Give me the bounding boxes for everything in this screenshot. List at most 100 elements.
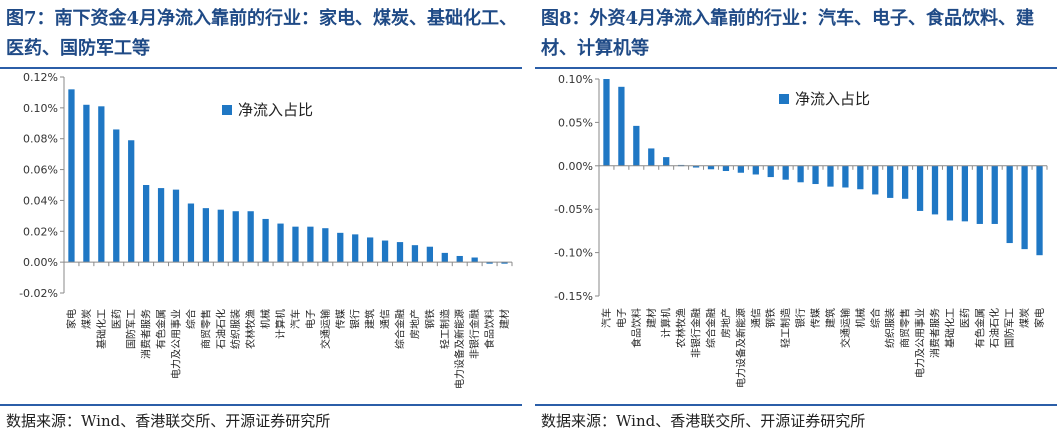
top-rule xyxy=(0,67,522,69)
y-tick-label: 0.10% xyxy=(23,102,58,115)
bottom-rule xyxy=(535,404,1057,406)
x-tick-label: 钢铁 xyxy=(764,308,777,328)
x-tick-label: 轻工制造 xyxy=(438,309,451,349)
x-tick-label: 农林牧渔 xyxy=(675,308,688,348)
bar xyxy=(68,89,75,263)
bottom-rule xyxy=(0,404,522,406)
x-tick-label: 家电 xyxy=(65,309,78,329)
x-tick-label: 食品饮料 xyxy=(630,308,643,348)
bar xyxy=(663,157,670,166)
x-tick-label: 交通运输 xyxy=(839,308,852,348)
bar xyxy=(262,218,269,263)
x-tick-label: 房地产 xyxy=(719,308,732,338)
bar xyxy=(767,165,774,178)
bar xyxy=(322,228,329,263)
bar xyxy=(292,226,299,263)
bar xyxy=(901,165,909,199)
legend-swatch xyxy=(779,94,789,104)
bar xyxy=(157,188,165,263)
foreign-capital-bar-chart: -0.15% -0.10% -0.05% 0.00% 0.05% 0.10% 汽车 电子 食品饮… xyxy=(554,73,1048,388)
x-tick-label: 汽车 xyxy=(600,308,613,328)
x-tick-label: 国防军工 xyxy=(1003,308,1016,348)
x-tick-label: 电力设备及新能源 xyxy=(453,309,466,389)
x-tick-label: 石油石化 xyxy=(214,309,227,349)
x-tick-label: 非银行金融 xyxy=(468,309,481,359)
x-tick-label: 交通运输 xyxy=(319,309,332,349)
bar xyxy=(961,165,969,222)
x-tick-label: 传媒 xyxy=(810,308,822,328)
bar xyxy=(471,257,478,263)
bar xyxy=(827,165,834,187)
x-tick-label: 消费者服务 xyxy=(929,308,942,358)
bar xyxy=(1006,165,1013,244)
y-tick-label: 0.00% xyxy=(558,160,593,173)
x-tick-label: 商贸零售 xyxy=(899,308,912,348)
x-tick-label: 商贸零售 xyxy=(199,309,212,349)
x-tick-label: 有色金属 xyxy=(973,308,986,348)
y-tick-label: 0.05% xyxy=(558,116,593,129)
y-tick-label: 0.06% xyxy=(23,164,58,177)
x-tick-label: 机械 xyxy=(854,308,867,328)
x-tick-label: 电力及公用事业 xyxy=(170,309,183,379)
right-panel: 图8：外资4月净流入靠前的行业：汽车、电子、食品饮料、建材、计算机等 -0.15… xyxy=(535,0,1057,437)
bar xyxy=(98,106,105,263)
bar xyxy=(426,246,434,263)
x-tick-label: 非银行金融 xyxy=(690,308,703,358)
y-tick-label: 0.08% xyxy=(23,133,58,146)
y-tick-label: -0.05% xyxy=(554,203,593,216)
x-tick-label: 建材 xyxy=(645,308,658,328)
x-tick-label: 电力及公用事业 xyxy=(914,308,927,378)
x-tick-label: 食品饮料 xyxy=(483,309,496,349)
x-tick-label: 房地产 xyxy=(408,309,421,339)
x-tick-label: 汽车 xyxy=(289,309,302,329)
y-tick-label: 0.04% xyxy=(23,194,58,207)
bar xyxy=(946,165,954,221)
bar xyxy=(692,165,700,168)
source-note: 数据来源：Wind、香港联交所、开源证券研究所 xyxy=(6,412,331,430)
bar xyxy=(411,245,419,263)
bar xyxy=(618,86,625,166)
bar xyxy=(722,165,730,172)
bar xyxy=(277,223,284,263)
x-tick-label: 家电 xyxy=(1033,308,1046,328)
bar xyxy=(232,211,239,263)
x-tick-label: 煤炭 xyxy=(1018,308,1031,328)
bar xyxy=(648,148,655,166)
x-tick-label: 建材 xyxy=(498,309,511,329)
bar xyxy=(782,165,789,180)
top-rule xyxy=(535,67,1057,69)
x-tick-label: 综合金融 xyxy=(394,309,407,349)
x-tick-label: 银行 xyxy=(349,309,362,329)
bar xyxy=(752,165,759,175)
x-tick-label: 消费者服务 xyxy=(140,309,153,359)
bar xyxy=(337,232,344,263)
x-tick-label: 农林牧渔 xyxy=(244,309,257,349)
bar xyxy=(217,209,224,263)
bar xyxy=(633,125,640,166)
x-tick-label: 通信 xyxy=(380,309,392,329)
y-tick-label: 0.02% xyxy=(23,225,58,238)
bar xyxy=(352,234,359,263)
x-tick-label: 计算机 xyxy=(274,309,287,339)
bar xyxy=(603,79,610,166)
bar xyxy=(737,165,745,173)
x-tick-label: 综合金融 xyxy=(705,308,718,348)
bar xyxy=(1036,165,1043,256)
x-tick-label: 计算机 xyxy=(660,308,673,338)
legend-label: 净流入占比 xyxy=(795,90,870,108)
bar xyxy=(187,203,195,263)
x-tick-label: 基础化工 xyxy=(943,308,956,348)
y-tick-label: -0.02% xyxy=(19,287,58,300)
bar xyxy=(441,252,448,263)
bar xyxy=(812,165,819,185)
bar xyxy=(202,208,210,263)
x-tick-label: 机械 xyxy=(259,309,272,329)
bar xyxy=(707,165,715,170)
bar xyxy=(1021,165,1028,250)
bar xyxy=(916,165,924,211)
x-tick-label: 有色金属 xyxy=(155,309,168,349)
legend-swatch xyxy=(222,105,232,115)
bar xyxy=(857,165,864,190)
y-tick-label: -0.10% xyxy=(554,247,593,260)
bar xyxy=(307,226,314,263)
